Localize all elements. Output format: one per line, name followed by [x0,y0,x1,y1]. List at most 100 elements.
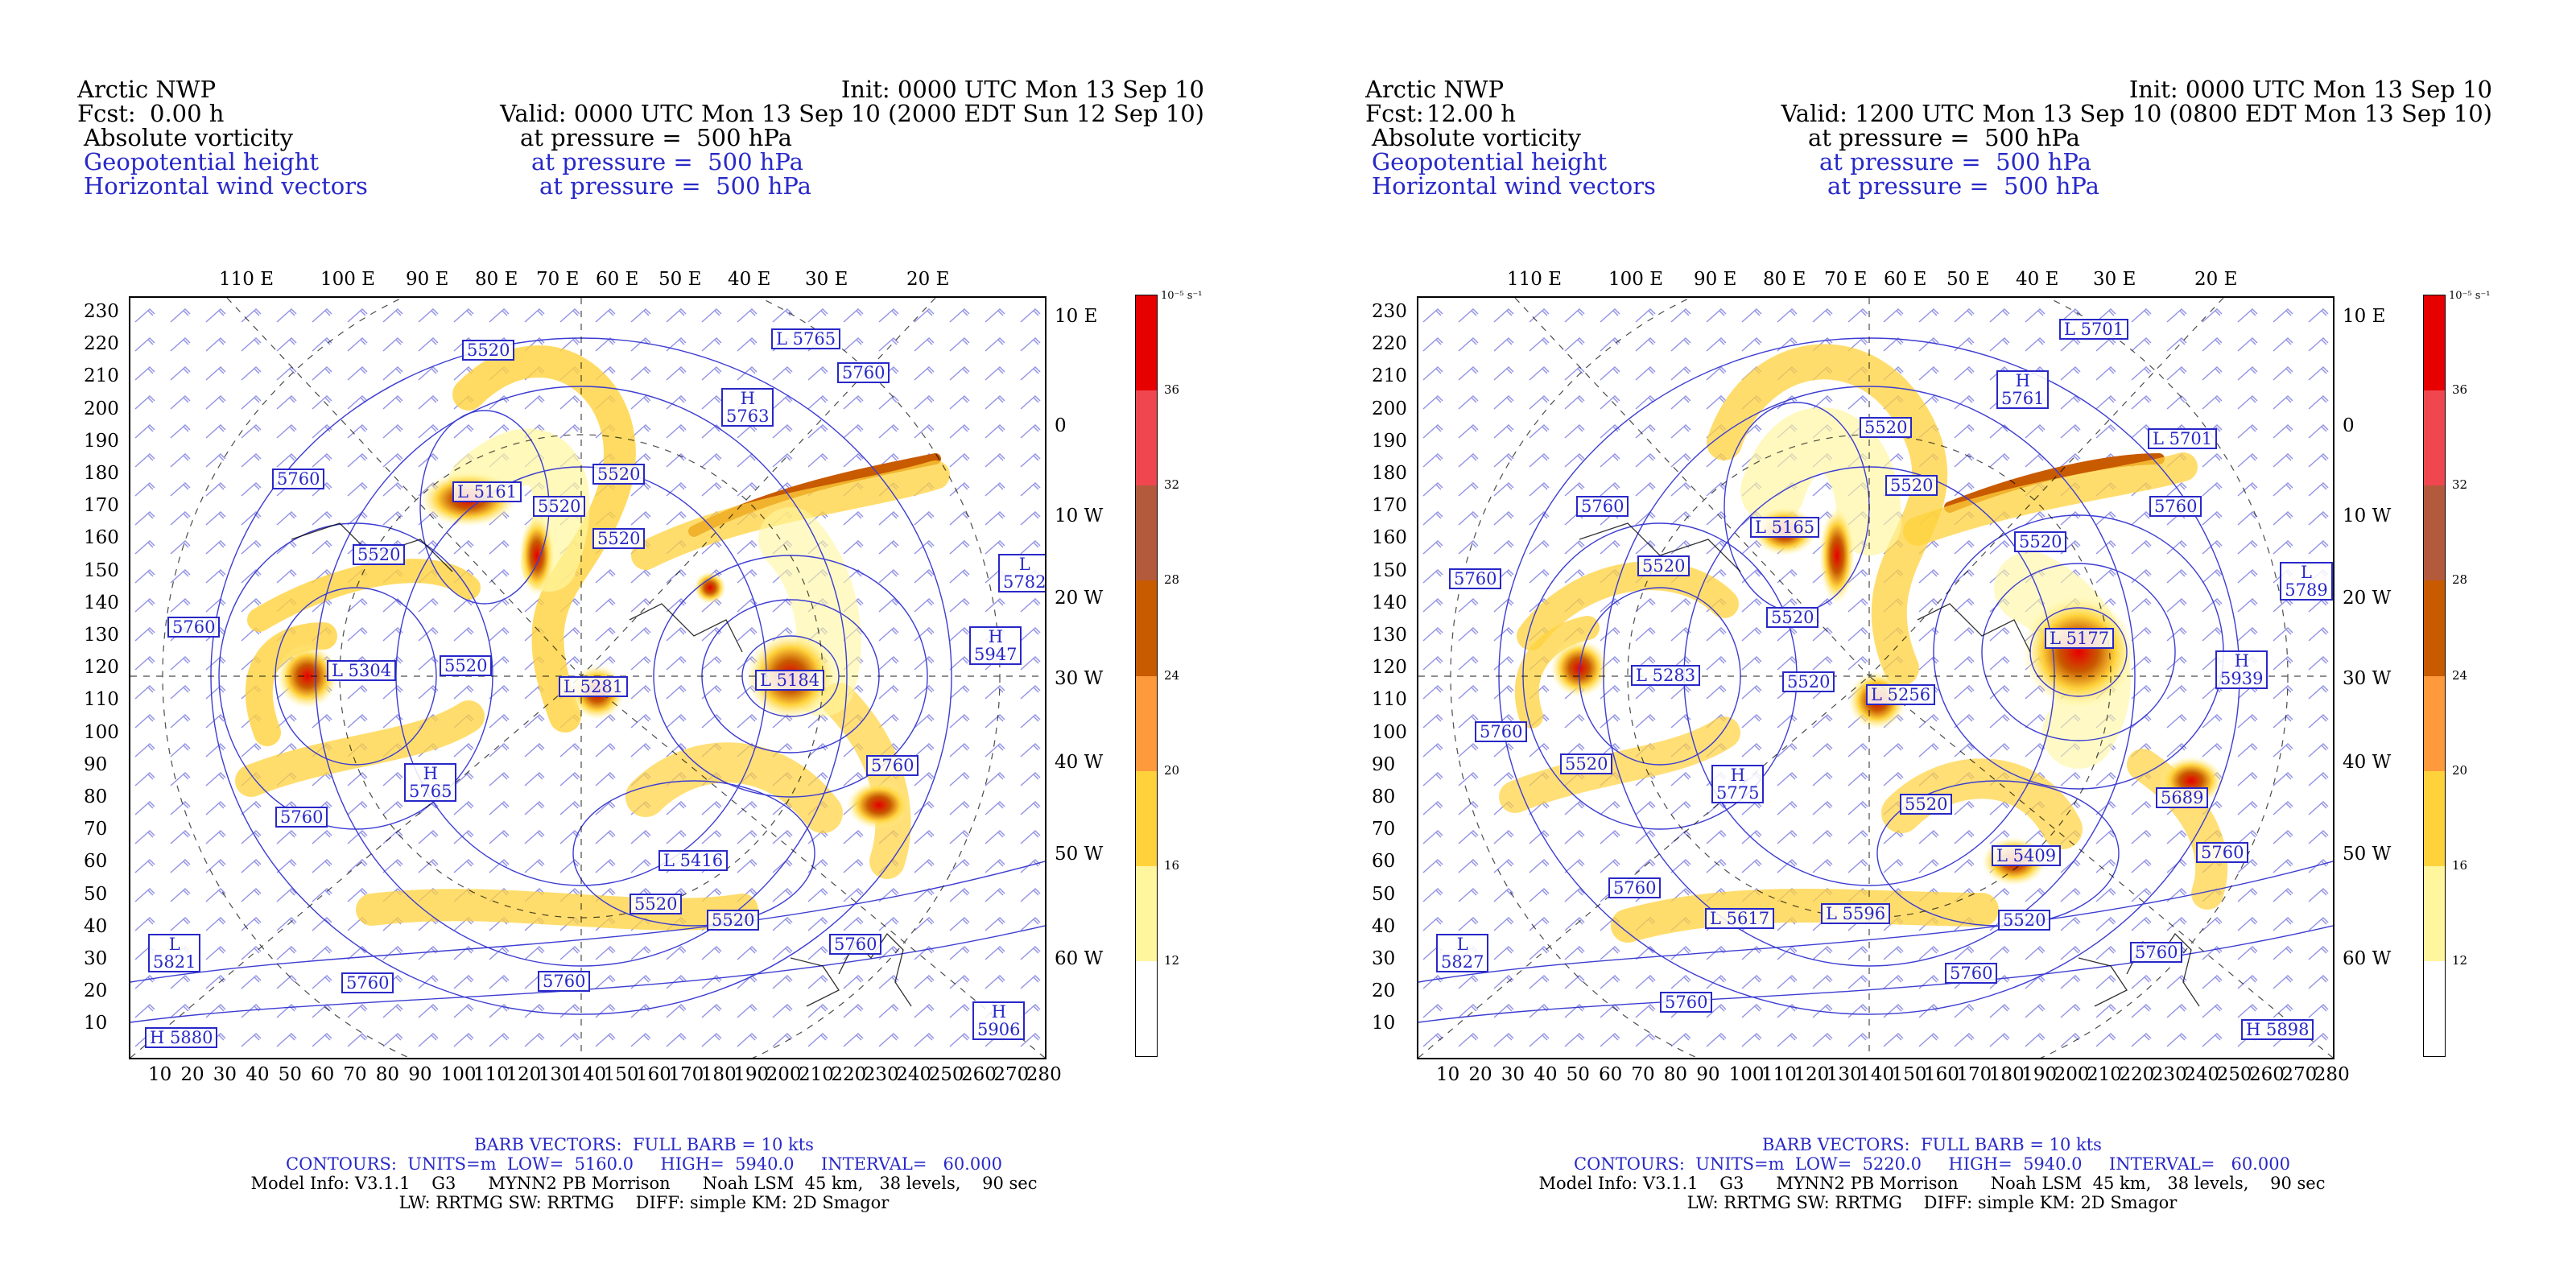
colorbar-label: 12 [1164,952,1180,968]
center-label: 5520 [1900,794,1953,815]
center-label: 5760 [2196,842,2249,863]
colorbar-unit: 10⁻⁵ s⁻¹ [1161,290,1203,302]
x-tick-label: 40 [1534,1064,1558,1085]
y-tick-label: 180 [1372,463,1407,484]
x-tick-label: 270 [2281,1064,2318,1085]
center-label: L 5184 [755,670,825,691]
center-label: L 5165 [1750,517,1820,538]
y-tick-label: 80 [1372,786,1396,807]
y-tick-label: 200 [84,398,119,419]
center-label: H 5898 [2241,1019,2314,1040]
x-tick-label: 50 [1566,1064,1590,1085]
colorbar-label: 20 [1164,762,1180,778]
vorticity-map: L 5765 5760 H 5763 5520 5760 L 5161 5520 … [129,296,1046,1059]
colorbar-label: 12 [2452,952,2468,968]
x-tick-label: 160 [636,1064,671,1085]
center-label: 5760 [341,972,394,993]
y-tick-label: 40 [84,915,108,937]
center-label: L 5701 [2148,428,2218,449]
x-tick-label: 20 [180,1064,204,1085]
colorbar-segment [1136,960,1157,1056]
colorbar-label: 20 [2452,762,2468,778]
x-tick-label: 250 [928,1064,964,1085]
colorbar-segment [2424,295,2445,391]
x-tick-label: 210 [799,1064,834,1085]
center-label: 5520 [1637,555,1690,576]
x-tick-label: 170 [1956,1064,1992,1085]
level-height: at pressure = 500 hPa [531,148,803,175]
colorbar-label: 32 [2452,477,2468,493]
field-vorticity: Absolute vorticity [84,124,294,151]
init-time: Init: 0000 UTC Mon 13 Sep 10 [840,76,1204,103]
fcst-label: Fcst: [1365,100,1424,127]
y-tick-label: 230 [1372,301,1407,322]
colorbar-segment [1136,295,1157,391]
center-label: L 5281 [559,676,629,697]
y-tick-label: 220 [84,333,119,355]
x-tick-label: 120 [1794,1064,1830,1085]
y-tick-label: 140 [84,592,119,613]
center-label: 5520 [707,910,760,931]
x-tick-label: 240 [2184,1064,2220,1085]
x-tick-label: 70 [343,1064,367,1085]
center-label: L 5782 [998,554,1045,592]
y-tick-label: 20 [84,980,108,1002]
x-tick-label: 140 [1859,1064,1895,1085]
center-label: 5520 [1782,671,1835,692]
colorbar-label: 28 [2452,572,2468,588]
y-tick-label: 130 [84,625,119,646]
y-tick-label: 220 [1372,333,1407,355]
y-tick-label: 150 [84,559,119,581]
field-wind: Horizontal wind vectors [1372,172,1656,200]
field-height: Geopotential height [1372,148,1608,175]
center-label: 5760 [1660,992,1713,1013]
center-label: 5760 [1608,877,1662,898]
center-label: H 5906 [972,1001,1026,1040]
fcst-value: 0.00 h [150,100,225,127]
y-tick-label: 120 [1372,657,1407,679]
colorbar-segment [2424,485,2445,581]
x-tick-label: 110 [1761,1064,1797,1085]
center-label: H 5761 [1996,370,2050,409]
field-height: Geopotential height [84,148,320,175]
center-label: L 5596 [1821,903,1891,924]
center-label: 5520 [1766,607,1819,628]
y-tick-label: 90 [1372,753,1396,775]
center-label: L 5617 [1705,908,1775,929]
x-tick-label: 170 [668,1064,704,1085]
center-label: 5760 [2130,942,2183,963]
center-label: L 5821 [148,934,201,972]
center-label: L 5304 [327,660,397,681]
center-label: 5760 [866,755,919,776]
x-tick-label: 180 [1988,1064,2025,1085]
y-tick-label: 40 [1372,915,1396,937]
x-tick-label: 40 [246,1064,270,1085]
center-label: H 5880 [145,1027,218,1048]
x-tick-label: 260 [2249,1064,2285,1085]
colorbar-label: 16 [1164,857,1180,873]
center-label: 5520 [1885,475,1938,496]
colorbar-segment [1136,485,1157,581]
x-tick-label: 190 [2021,1064,2058,1085]
center-label: 5520 [2014,531,2067,552]
x-tick-label: 220 [831,1064,867,1085]
center-label: H 5775 [1711,765,1765,803]
center-label: 5520 [462,340,515,361]
x-tick-label: 250 [2216,1064,2252,1085]
center-label: 5760 [1945,963,1998,984]
x-tick-label: 20 [1468,1064,1492,1085]
x-tick-label: 140 [571,1064,607,1085]
x-tick-label: 100 [1728,1064,1765,1085]
y-tick-label: 170 [84,495,119,517]
barb-info: BARB VECTORS: FULL BARB = 10 kts [1762,1135,2102,1154]
colorbar-segment [2424,960,2445,1056]
x-tick-label: 110 [473,1064,509,1085]
y-tick-label: 70 [1372,819,1396,840]
y-tick-label: 120 [84,657,119,679]
center-label: H 5939 [2215,650,2268,689]
x-tick-label: 240 [896,1064,932,1085]
center-label: 5760 [1475,721,1528,742]
x-tick-label: 200 [2054,1064,2090,1085]
center-label: 5760 [538,971,591,992]
x-tick-label: 130 [538,1064,574,1085]
